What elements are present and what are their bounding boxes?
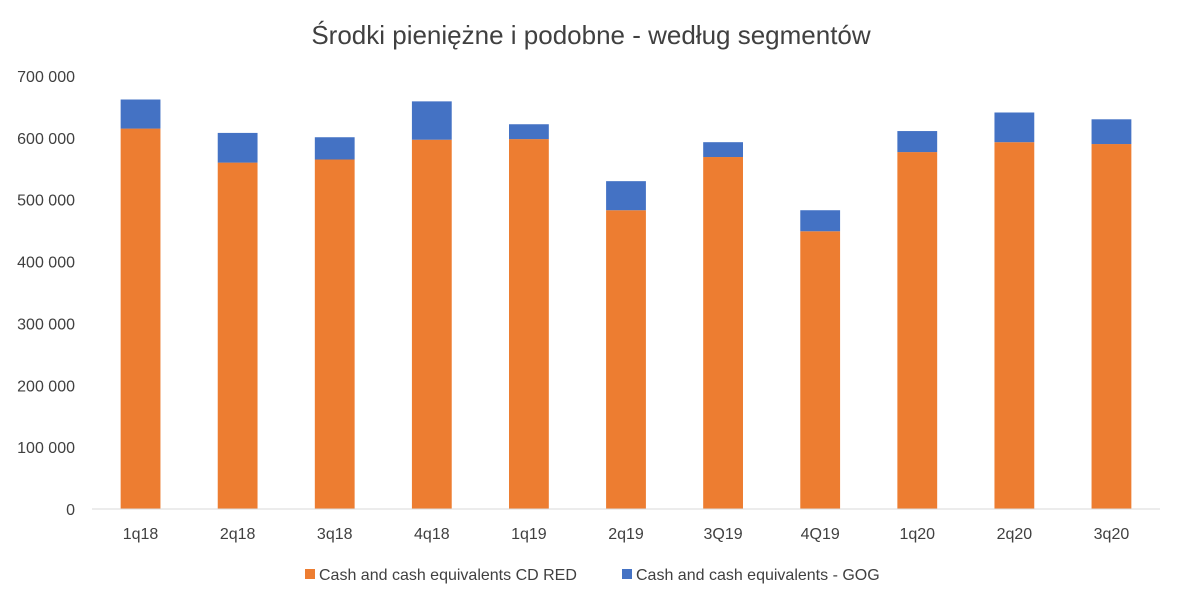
bar-segment-cd-red [994,142,1035,510]
y-tick-label: 0 [66,502,75,519]
bar-segment-gog [411,101,452,140]
bar-segment-gog [994,112,1035,143]
x-tick-label: 2q19 [608,526,644,543]
bar-segment-cd-red [314,159,355,509]
bar-segment-gog [606,181,646,211]
legend-swatch [305,569,315,579]
y-tick-label: 400 000 [17,255,75,272]
x-tick-label: 3q20 [1094,526,1130,543]
bar-segment-gog [800,210,841,232]
y-tick-label: 200 000 [17,378,75,395]
legend-label: Cash and cash equivalents CD RED [319,567,577,584]
y-axis: 0 100 000 200 000 300 000 400 000 500 000 600 … [17,69,75,519]
bar-segment-cd-red [1091,144,1132,510]
bar-segment-gog [217,132,258,163]
x-tick-label: 4Q19 [801,526,840,543]
x-tick-label: 2q20 [997,526,1033,543]
bar-segment-gog [509,124,549,140]
bar-segment-gog [703,142,743,158]
bar-segment-cd-red [703,157,743,510]
x-tick-label: 1q20 [899,526,935,543]
bar-segment-gog [314,137,355,160]
bar-segment-gog [120,99,161,129]
y-tick-label: 100 000 [17,440,75,457]
bar-segment-gog [897,131,938,153]
legend-swatch [622,569,632,579]
x-tick-label: 4q18 [414,526,450,543]
legend: Cash and cash equivalents CD RED Cash and… [305,567,880,584]
x-tick-label: 3q18 [317,526,353,543]
bar-segment-cd-red [120,128,161,510]
x-tick-label: 1q19 [511,526,547,543]
bar-segment-cd-red [897,152,938,509]
bar-segment-cd-red [800,231,841,510]
bars [120,99,1132,510]
y-tick-label: 500 000 [17,193,75,210]
bar-segment-cd-red [217,162,258,509]
bar-segment-cd-red [411,139,452,509]
legend-label: Cash and cash equivalents - GOG [636,567,880,584]
bar-segment-gog [1091,119,1132,145]
chart-title: Środki pieniężne i podobne - według segm… [311,20,871,50]
x-tick-label: 1q18 [123,526,159,543]
bar-segment-cd-red [509,139,549,509]
y-tick-label: 700 000 [17,69,75,86]
x-axis: 1q18 2q18 3q18 4q18 1q19 2q19 3Q19 4Q19 1q20 2q20… [123,526,1130,543]
x-tick-label: 2q18 [220,526,256,543]
y-tick-label: 600 000 [17,131,75,148]
x-tick-label: 3Q19 [704,526,743,543]
y-tick-label: 300 000 [17,316,75,333]
bar-segment-cd-red [606,210,646,510]
